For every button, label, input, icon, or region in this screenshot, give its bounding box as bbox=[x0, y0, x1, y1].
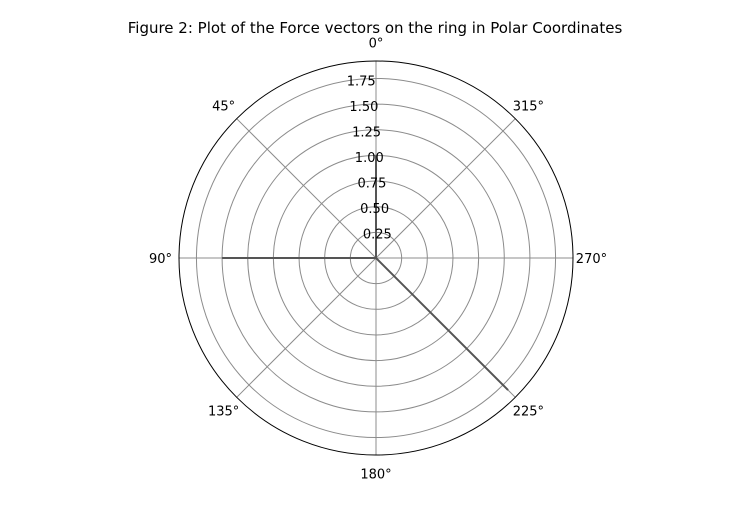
theta-tick-label: 45° bbox=[212, 100, 235, 115]
r-tick-label: 0.25 bbox=[363, 227, 392, 242]
theta-gridline bbox=[236, 118, 377, 259]
r-gridline bbox=[195, 77, 557, 439]
theta-gridline bbox=[375, 118, 516, 259]
r-tick-label: 0.50 bbox=[360, 202, 389, 217]
r-tick-label: 1.75 bbox=[347, 74, 376, 89]
chart-title: Figure 2: Plot of the Force vectors on t… bbox=[128, 19, 623, 37]
theta-tick-label: 135° bbox=[208, 404, 239, 419]
tick-labels: 0° 45° 90° 135° 180° 225° 270° 315° 0.25 0.50 0.75… bbox=[149, 37, 607, 483]
theta-tick-label: 90° bbox=[149, 252, 172, 267]
r-tick-label: 1.50 bbox=[349, 100, 378, 115]
theta-gridline bbox=[236, 257, 377, 398]
theta-tick-label: 0° bbox=[369, 37, 384, 52]
force-vectors bbox=[222, 155, 509, 391]
theta-tick-label: 270° bbox=[576, 252, 607, 267]
r-tick-label: 1.00 bbox=[355, 151, 384, 166]
theta-tick-label: 180° bbox=[360, 467, 391, 482]
theta-tick-label: 315° bbox=[513, 100, 544, 115]
polar-frame bbox=[178, 60, 574, 456]
theta-tick-label: 225° bbox=[513, 404, 544, 419]
r-tick-label: 0.75 bbox=[357, 176, 386, 191]
force-vector bbox=[375, 257, 509, 391]
r-tick-label: 1.25 bbox=[352, 125, 381, 140]
